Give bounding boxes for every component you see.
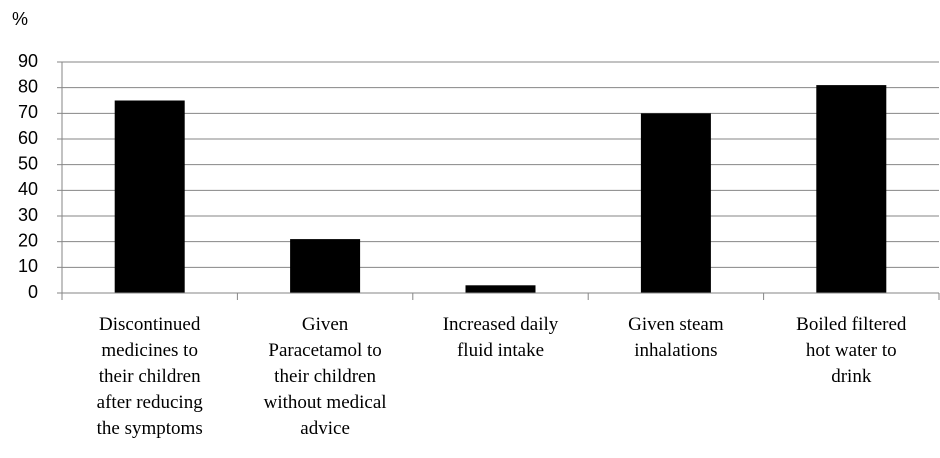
x-tick-label: Discontinued medicines to their children af…: [97, 314, 204, 439]
y-tick-label: 50: [18, 153, 38, 173]
y-tick-label: 90: [18, 51, 38, 71]
y-tick-label: 10: [18, 256, 38, 276]
y-tick-label: 0: [28, 282, 38, 302]
y-tick-label: 70: [18, 102, 38, 122]
bar: [290, 239, 361, 293]
y-tick-label: 60: [18, 128, 38, 148]
y-tick-label: 30: [18, 205, 38, 225]
bar: [640, 113, 711, 293]
y-tick-label: 80: [18, 76, 38, 96]
x-tick-label: Increased daily fluid intake: [443, 314, 559, 361]
x-tick-label: Given Paracetamol to their children without…: [264, 314, 387, 439]
bar: [816, 85, 887, 293]
y-tick-label: 20: [18, 230, 38, 250]
x-tick-label: Boiled filtered hot water to drink: [796, 314, 907, 387]
y-axis-label: %: [12, 9, 28, 29]
x-tick-label: Given steam inhalations: [628, 314, 724, 361]
bar: [114, 100, 185, 293]
bar: [465, 285, 536, 293]
y-tick-label: 40: [18, 179, 38, 199]
